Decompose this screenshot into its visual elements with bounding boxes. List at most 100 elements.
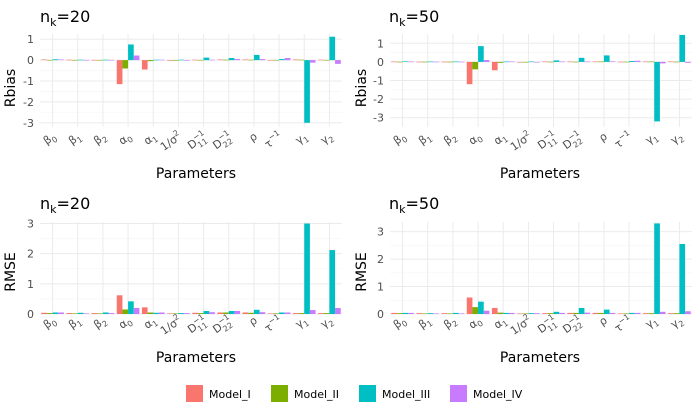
bar-model-i-alpha0 bbox=[116, 295, 123, 314]
bar-model-iii-beta0 bbox=[52, 312, 59, 314]
legend-label-model-iv: Model_IV bbox=[473, 388, 523, 401]
bar-model-iv-tau_inv bbox=[634, 312, 641, 314]
bar-model-ii-D22_inv bbox=[223, 59, 229, 61]
bar-model-i-beta0 bbox=[41, 312, 47, 314]
bar-model-iv-gamma1 bbox=[659, 311, 666, 314]
y-axis-title: Rbias bbox=[354, 69, 370, 107]
bar-model-i-D22_inv bbox=[567, 312, 574, 314]
svg-text:1/σ2: 1/σ2 bbox=[157, 312, 184, 337]
bar-model-iii-gamma1 bbox=[654, 223, 660, 314]
bar-model-iii-tau_inv bbox=[279, 59, 285, 61]
bar-model-ii-alpha1 bbox=[497, 61, 504, 63]
bar-model-iii-beta1 bbox=[427, 313, 434, 314]
bar-model-ii-beta1 bbox=[422, 61, 428, 63]
bar-model-iii-inv_sigma2 bbox=[178, 313, 185, 314]
bar-model-iii-gamma2 bbox=[679, 243, 686, 314]
y-tick-label: -2 bbox=[373, 93, 384, 106]
plot-area: 1 0 -1 -2 -3 β0 β1 β2 α0 α11/σ2D−111 D−122 ρ τ−1 γ1 γ2 bbox=[373, 34, 692, 154]
x-tick-label-beta2: β2 bbox=[91, 133, 110, 148]
y-tick-label: 1 bbox=[27, 278, 34, 291]
x-tick-label-D11_inv: D−111 bbox=[535, 312, 559, 336]
plot-area: 1 0 -1 -2 -3 β0 β1 β2 α0 α11/σ2D−111 D−122 ρ τ−1 γ1 γ2 bbox=[23, 33, 342, 154]
bar-model-iv-gamma2 bbox=[335, 60, 341, 64]
panel-rmse-nk50: nk=50 0 1 2 3 β0 β1 β2 α0 α11/σ2D−111 D−122 ρ τ−1 γ1… bbox=[354, 194, 692, 366]
bar-model-iv-alpha0 bbox=[483, 60, 490, 62]
bar-model-iv-inv_sigma2 bbox=[534, 61, 540, 63]
x-tick-label-alpha1: α1 bbox=[491, 130, 510, 149]
svg-text:γ2: γ2 bbox=[668, 314, 686, 333]
x-tick-label-gamma1: γ1 bbox=[643, 314, 661, 333]
bar-model-iv-alpha1 bbox=[508, 61, 515, 63]
bar-model-iv-D11_inv bbox=[209, 312, 215, 314]
x-tick-label-beta0: β0 bbox=[391, 133, 410, 148]
bar-model-iii-inv_sigma2 bbox=[528, 313, 535, 314]
svg-text:τ−1: τ−1 bbox=[611, 312, 635, 335]
bar-model-i-gamma1 bbox=[292, 313, 299, 314]
legend-label-model-i: Model_I bbox=[209, 388, 251, 401]
bar-model-ii-rho bbox=[248, 312, 254, 314]
x-tick-label-alpha0: α0 bbox=[116, 133, 135, 148]
bar-model-ii-gamma1 bbox=[648, 313, 655, 314]
bar-model-iii-inv_sigma2 bbox=[528, 61, 535, 63]
bar-model-iv-beta2 bbox=[458, 313, 465, 315]
bar-model-ii-beta2 bbox=[447, 313, 453, 315]
bar-model-i-beta2 bbox=[91, 59, 98, 61]
x-tick-label-tau_inv: τ−1 bbox=[612, 128, 631, 151]
svg-text:β1: β1 bbox=[416, 314, 435, 333]
svg-text:1/σ2: 1/σ2 bbox=[507, 128, 534, 153]
bar-model-iv-rho bbox=[259, 312, 266, 314]
x-tick-label-beta1: β1 bbox=[66, 317, 85, 332]
svg-text:γ1: γ1 bbox=[293, 130, 311, 149]
bar-model-iii-D22_inv bbox=[228, 310, 235, 314]
svg-text:α1: α1 bbox=[491, 130, 510, 149]
y-tick-label: -1 bbox=[23, 75, 34, 88]
bar-model-i-alpha1 bbox=[491, 307, 498, 314]
bar-model-iii-D11_inv bbox=[203, 310, 210, 314]
bar-model-i-rho bbox=[592, 312, 599, 314]
x-tick-label-rho: ρ bbox=[246, 130, 259, 145]
bar-model-i-inv_sigma2 bbox=[167, 313, 173, 314]
svg-text:τ−1: τ−1 bbox=[261, 128, 285, 151]
svg-text:β0: β0 bbox=[41, 314, 60, 333]
svg-text:D−122: D−122 bbox=[209, 312, 236, 338]
x-tick-label-beta1: β1 bbox=[66, 133, 85, 148]
bar-model-ii-D11_inv bbox=[547, 61, 554, 63]
bar-model-ii-tau_inv bbox=[273, 313, 280, 314]
bar-model-ii-D11_inv bbox=[547, 313, 554, 314]
svg-text:β0: β0 bbox=[41, 130, 60, 149]
bar-model-ii-beta1 bbox=[422, 313, 428, 315]
bar-model-iv-beta2 bbox=[108, 59, 115, 61]
svg-text:γ2: γ2 bbox=[318, 130, 336, 149]
bar-model-iii-gamma1 bbox=[304, 60, 310, 123]
svg-text:α0: α0 bbox=[466, 130, 485, 149]
bar-model-iii-beta1 bbox=[77, 312, 84, 314]
bar-model-iv-gamma2 bbox=[685, 311, 691, 314]
bar-model-ii-alpha0 bbox=[472, 61, 479, 70]
x-tick-label-D11_inv: D−111 bbox=[185, 128, 209, 152]
svg-text:γ1: γ1 bbox=[293, 314, 311, 333]
bar-model-iii-beta0 bbox=[402, 61, 409, 62]
x-tick-label-inv_sigma2: 1/σ2 bbox=[158, 128, 181, 153]
bar-model-iii-beta2 bbox=[102, 59, 109, 61]
bar-model-iv-alpha0 bbox=[133, 307, 140, 314]
x-tick-label-D22_inv: D−122 bbox=[209, 312, 236, 338]
bar-model-iv-inv_sigma2 bbox=[184, 60, 190, 61]
bar-model-iii-beta0 bbox=[402, 312, 409, 314]
y-tick-label: 2 bbox=[377, 253, 384, 266]
bar-model-ii-gamma1 bbox=[298, 59, 305, 61]
bar-model-ii-alpha1 bbox=[147, 60, 154, 62]
y-axis-title: RMSE bbox=[354, 252, 370, 292]
x-axis-title: Parameters bbox=[156, 166, 236, 182]
bar-model-i-inv_sigma2 bbox=[517, 61, 523, 63]
y-tick-label: 1 bbox=[377, 37, 384, 50]
plot-area: 0 1 2 3 β0 β1 β2 α0 α11/σ2D−111 D−122 ρ τ−1 γ1 γ2 bbox=[377, 222, 692, 338]
x-axis-title: Parameters bbox=[500, 350, 580, 366]
bar-model-i-D11_inv bbox=[192, 312, 198, 314]
bar-model-ii-D11_inv bbox=[197, 59, 204, 61]
bar-model-i-beta0 bbox=[391, 61, 397, 63]
svg-text:γ1: γ1 bbox=[643, 314, 661, 333]
bar-model-iii-D11_inv bbox=[203, 57, 210, 61]
x-tick-label-inv_sigma2: 1/σ2 bbox=[508, 312, 531, 337]
x-tick-label-beta1: β1 bbox=[416, 133, 435, 148]
bar-model-ii-alpha1 bbox=[497, 312, 504, 314]
